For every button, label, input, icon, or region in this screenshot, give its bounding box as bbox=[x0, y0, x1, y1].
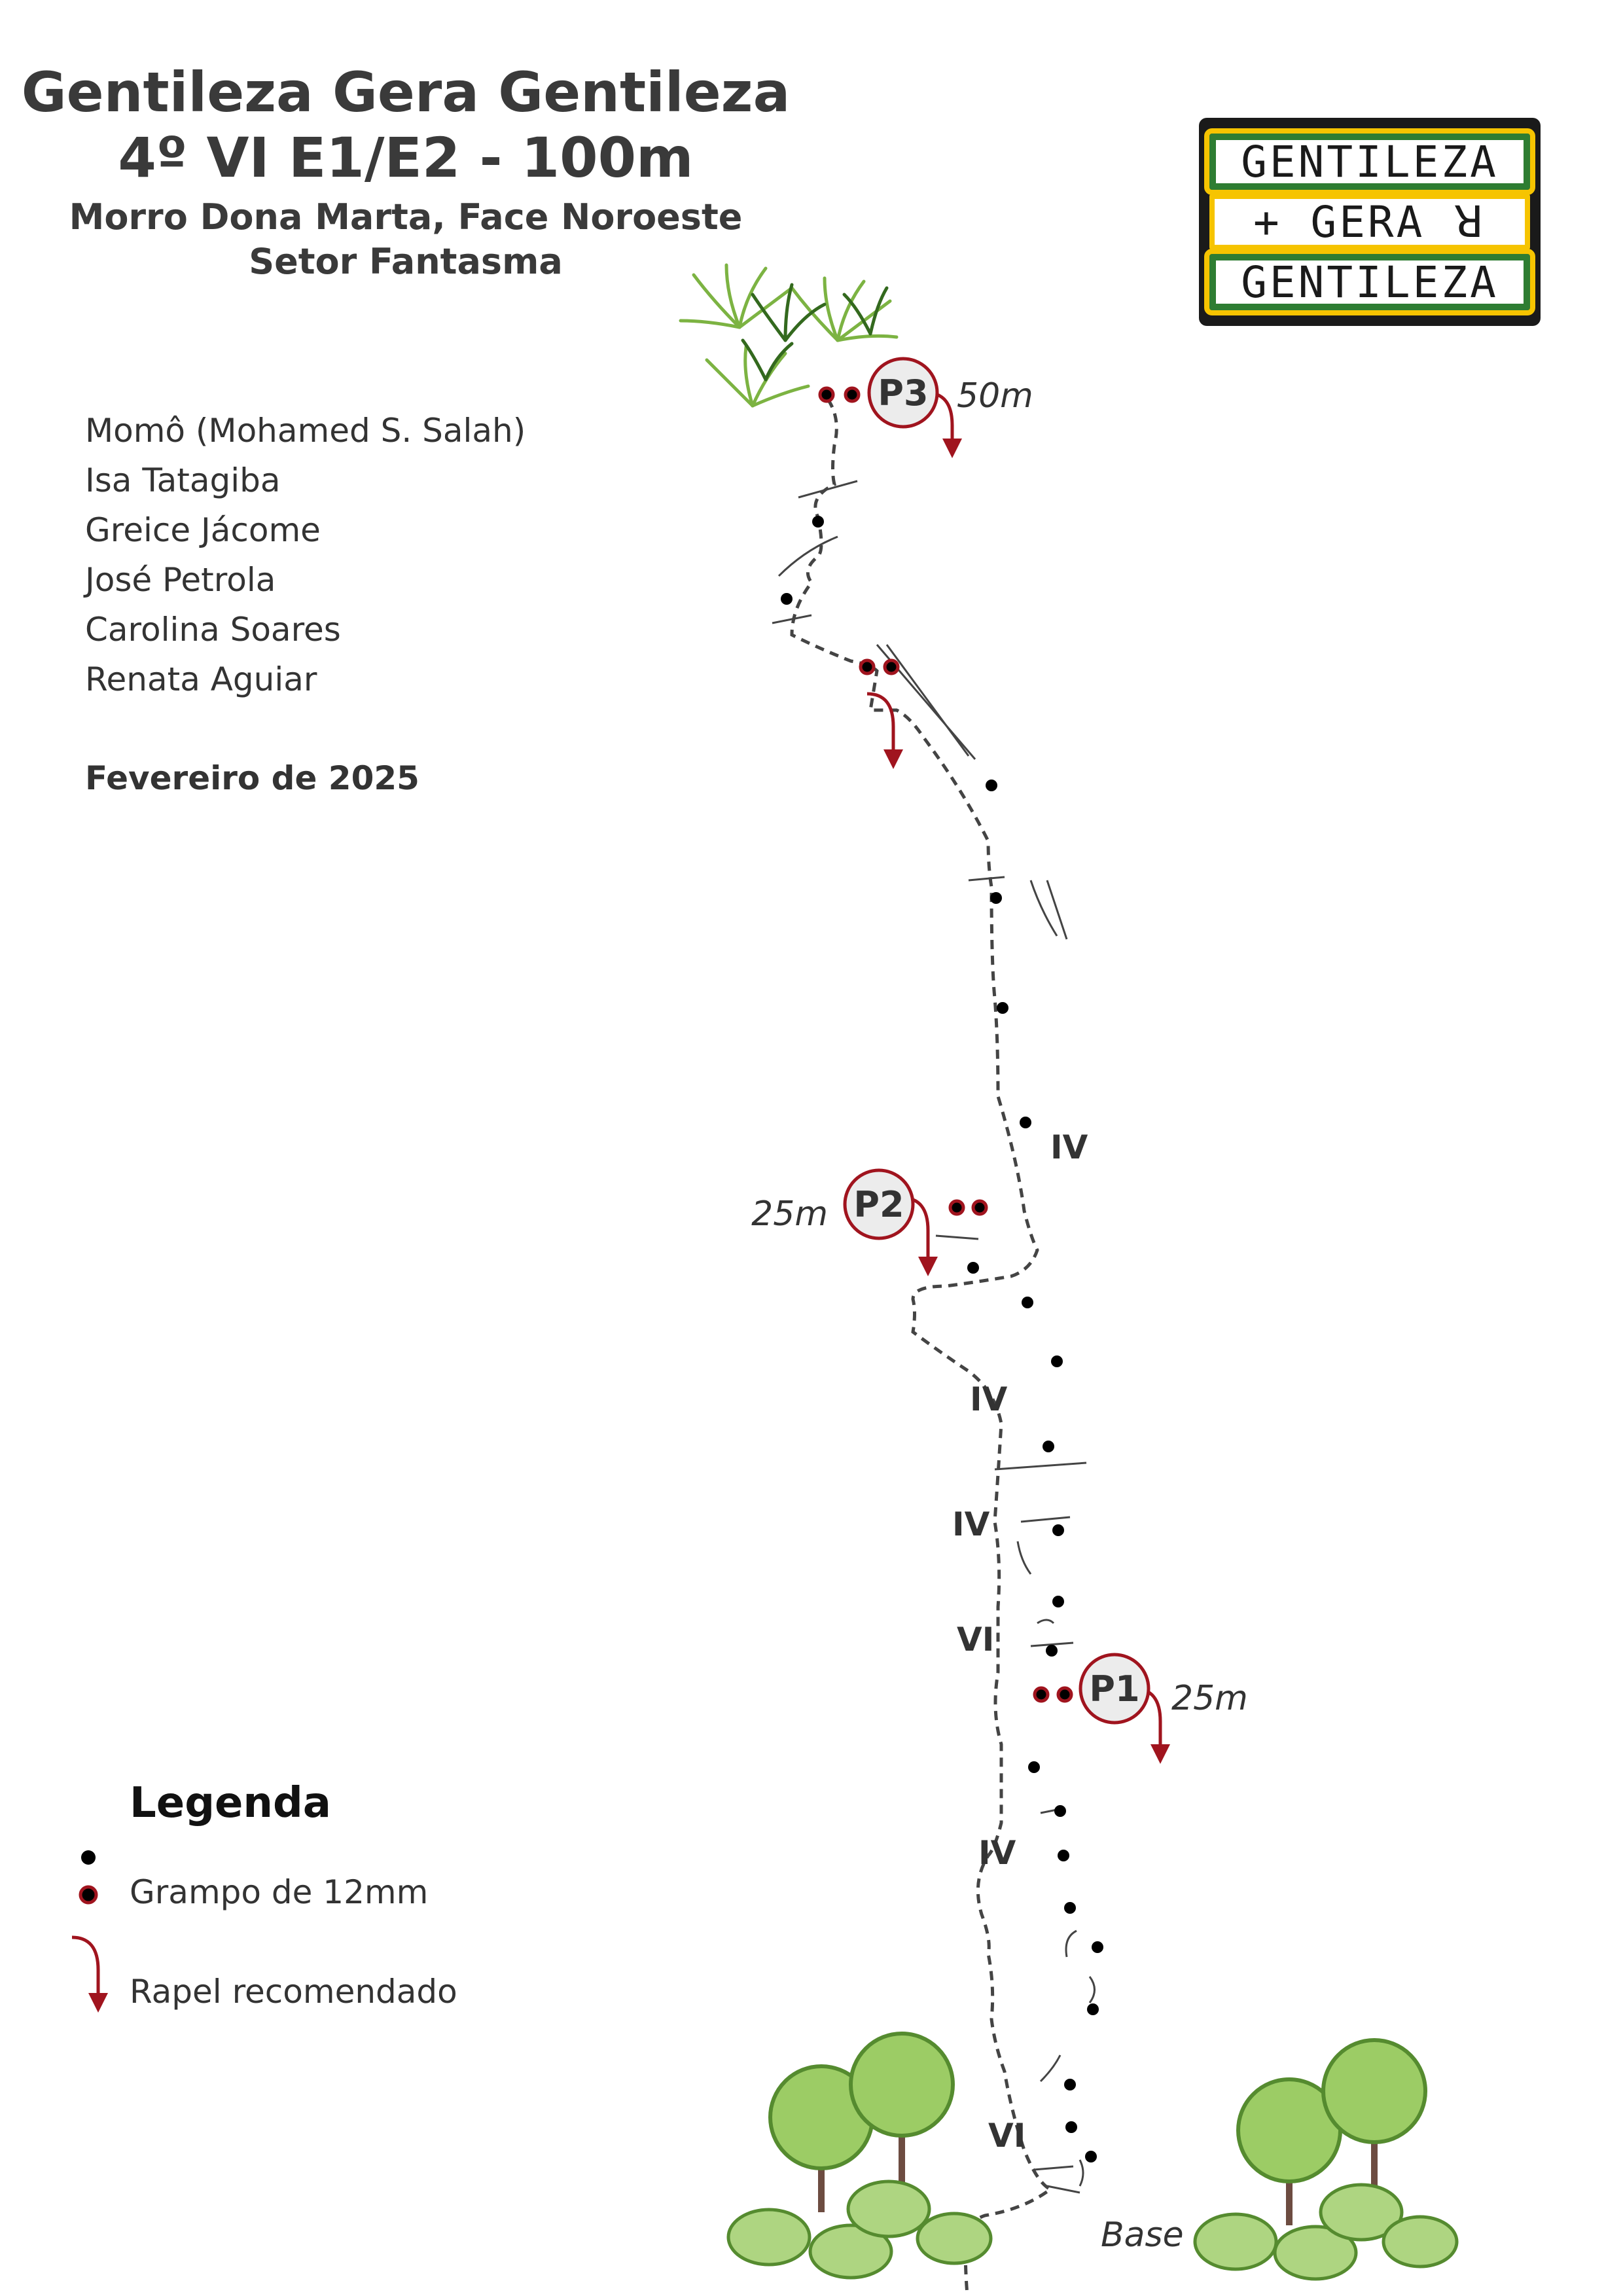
anchor-circle bbox=[843, 1168, 915, 1240]
tree-group-left-icon bbox=[726, 2032, 993, 2280]
route-grade: 4º VI E1/E2 - 100m bbox=[118, 126, 694, 190]
bolt-icon bbox=[997, 1002, 1008, 1014]
author-item: Renata Aguiar bbox=[85, 660, 317, 698]
logo-line-1: GENTILEZA bbox=[1204, 128, 1535, 195]
summit-grass-icon bbox=[679, 263, 899, 408]
logo-line-2: + GERA ꓤ bbox=[1209, 194, 1530, 250]
bolt-icon bbox=[1087, 2003, 1099, 2015]
grade-label: IV bbox=[952, 1505, 990, 1543]
bolt-icon bbox=[1046, 1645, 1058, 1657]
bolt-icon bbox=[1092, 1941, 1103, 1953]
bolt-icon bbox=[1064, 1902, 1076, 1914]
bolt-icon bbox=[812, 516, 824, 528]
anchor-bolt-icon bbox=[948, 1199, 965, 1216]
bolt-icon bbox=[1022, 1297, 1033, 1308]
bolt-icon bbox=[990, 892, 1002, 904]
tree-group-right-icon bbox=[1193, 2038, 1459, 2281]
grade-label: IV bbox=[978, 1834, 1016, 1872]
author-item: Isa Tatagiba bbox=[85, 461, 281, 499]
route-sector: Setor Fantasma bbox=[249, 241, 563, 282]
bolt-icon bbox=[81, 1850, 96, 1865]
pitch-length: 50m bbox=[957, 376, 1033, 416]
legend-bolt-label: Grampo de 12mm bbox=[130, 1873, 429, 1911]
anchor-label: P2 bbox=[853, 1184, 904, 1225]
route-date: Fevereiro de 2025 bbox=[85, 759, 419, 797]
author-item: Momô (Mohamed S. Salah) bbox=[85, 412, 526, 450]
bolt-icon bbox=[1052, 1596, 1064, 1607]
author-item: Carolina Soares bbox=[85, 611, 341, 649]
legend-title: Legenda bbox=[130, 1779, 331, 1827]
rappel-arrow-icon bbox=[71, 1935, 108, 2013]
route-location: Morro Dona Marta, Face Noroeste bbox=[69, 196, 743, 238]
anchor-label: P1 bbox=[1089, 1668, 1139, 1710]
anchor-bolt-icon bbox=[1056, 1686, 1073, 1703]
route-line bbox=[790, 398, 1054, 2296]
bolt-icon bbox=[1085, 2151, 1097, 2162]
anchor-bolt-icon bbox=[883, 658, 900, 675]
anchor-p2: P2 25m bbox=[751, 1168, 915, 1240]
logo-line-3: GENTILEZA bbox=[1204, 249, 1535, 315]
bolt-icon bbox=[1020, 1117, 1031, 1128]
bolt-icon bbox=[1052, 1524, 1064, 1536]
grade-label: IV bbox=[970, 1380, 1008, 1418]
gentileza-logo: GENTILEZA + GERA ꓤ GENTILEZA bbox=[1199, 118, 1541, 326]
bolt-icon bbox=[1028, 1761, 1040, 1773]
anchor-bolt-icon bbox=[971, 1199, 988, 1216]
pitch-length: 25m bbox=[1171, 1679, 1248, 1718]
grade-label: VI bbox=[957, 1621, 994, 1659]
grade-label: VI bbox=[988, 2117, 1026, 2155]
bolt-icon bbox=[1064, 2079, 1076, 2090]
legend-icons bbox=[71, 1850, 108, 2013]
base-label: Base bbox=[1101, 2215, 1184, 2255]
author-list: Momô (Mohamed S. Salah) Isa Tatagiba Gre… bbox=[85, 406, 526, 704]
bolt-icon bbox=[781, 593, 793, 605]
rock-features bbox=[772, 480, 1096, 2194]
anchor-bolts bbox=[818, 386, 1073, 1703]
author-item: Greice Jácome bbox=[85, 511, 321, 549]
rappel-arrow-icon bbox=[866, 692, 903, 769]
pitch-length: 25m bbox=[751, 1194, 828, 1234]
bolts bbox=[781, 516, 1103, 2162]
anchor-bolt-icon bbox=[818, 386, 835, 403]
anchor-bolt-icon bbox=[79, 1885, 98, 1905]
anchor-label: P3 bbox=[878, 372, 928, 414]
route-title: Gentileza Gera Gentileza bbox=[21, 60, 791, 124]
anchor-p3: P3 50m bbox=[867, 357, 1033, 429]
anchor-circle bbox=[1079, 1653, 1150, 1725]
grade-label: IV bbox=[1050, 1128, 1088, 1166]
bolt-icon bbox=[1043, 1441, 1054, 1452]
anchor-p1: P1 25m bbox=[1079, 1653, 1248, 1725]
bolt-icon bbox=[1058, 1850, 1069, 1861]
bolt-icon bbox=[1065, 2121, 1077, 2133]
rappel-arrows bbox=[866, 391, 1170, 1764]
anchor-circle bbox=[867, 357, 939, 429]
bolt-icon bbox=[986, 780, 997, 791]
legend-rappel-label: Rapel recomendado bbox=[130, 1973, 457, 2011]
anchor-bolt-icon bbox=[1033, 1686, 1050, 1703]
bolt-icon bbox=[1054, 1805, 1066, 1817]
anchor-bolt-icon bbox=[859, 658, 876, 675]
bolt-icon bbox=[967, 1262, 979, 1274]
bolt-icon bbox=[1051, 1355, 1063, 1367]
author-item: José Petrola bbox=[85, 561, 276, 599]
anchor-bolt-icon bbox=[844, 386, 861, 403]
